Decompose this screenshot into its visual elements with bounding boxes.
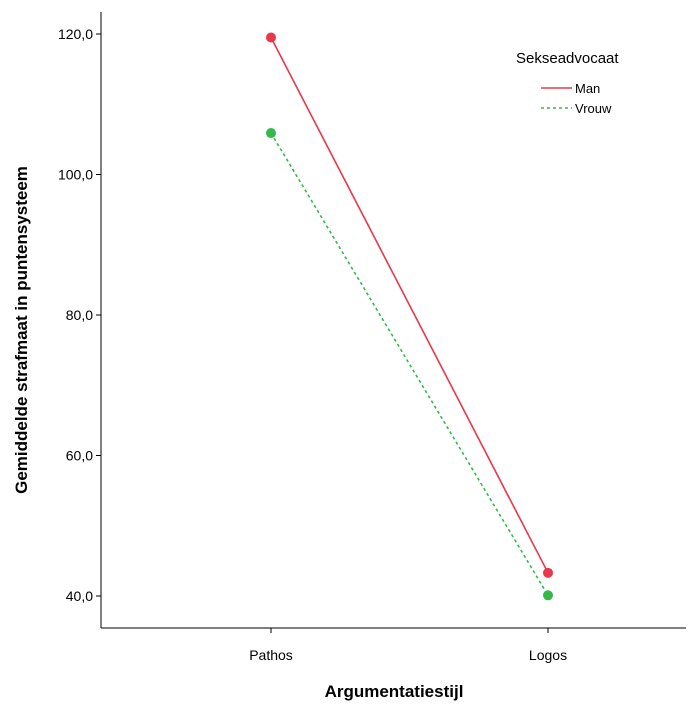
y-axis-title: Gemiddelde strafmaat in puntensysteem	[12, 166, 31, 494]
data-point-vrouw	[543, 590, 553, 601]
y-tick-label: 120,0	[58, 26, 93, 42]
legend-label: Man	[575, 81, 600, 96]
series-layer	[266, 32, 553, 601]
axes: 40,0 60,0 80,0 100,0 120,0 Pathos Logos	[58, 12, 686, 663]
x-axis-title: Argumentatiestijl	[325, 682, 464, 701]
data-point-man	[543, 567, 553, 578]
data-point-man	[266, 32, 276, 43]
legend: Sekseadvocaat Man Vrouw	[516, 50, 619, 116]
y-tick-label: 40,0	[66, 588, 93, 604]
series-line-vrouw	[270, 132, 549, 596]
legend-label: Vrouw	[575, 101, 612, 116]
data-point-vrouw	[266, 128, 276, 139]
y-tick-label: 80,0	[66, 307, 93, 323]
y-tick-label: 60,0	[66, 448, 93, 464]
y-tick-label: 100,0	[58, 167, 93, 183]
series-line-man	[270, 37, 549, 574]
x-tick-label: Pathos	[249, 647, 293, 663]
legend-title: Sekseadvocaat	[516, 50, 619, 67]
x-tick-label: Logos	[529, 647, 567, 663]
